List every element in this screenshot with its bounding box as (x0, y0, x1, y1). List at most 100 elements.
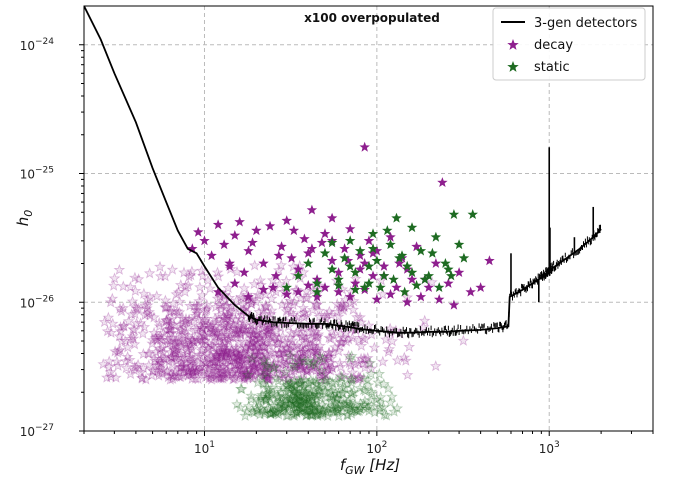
cloud-star (287, 371, 300, 383)
cloud-star (178, 266, 190, 278)
static-points (281, 209, 478, 297)
cloud-star (228, 352, 241, 364)
cloud-star (197, 366, 210, 378)
cloud-star (323, 331, 335, 343)
cloud-star (142, 347, 155, 359)
cloud-star (196, 322, 209, 334)
cloud-star (228, 322, 240, 334)
cloud-star (359, 353, 372, 365)
cloud-star (163, 355, 175, 367)
cloud-star (281, 342, 294, 355)
cloud-star (217, 310, 230, 322)
cloud-star (248, 359, 261, 372)
cloud-star (167, 318, 180, 330)
cloud-star (298, 390, 310, 402)
cloud-star (166, 372, 179, 385)
decay-point (212, 286, 224, 297)
cloud-star (288, 408, 301, 420)
cloud-star (153, 366, 166, 378)
cloud-star (303, 376, 315, 388)
cloud-star (334, 327, 347, 339)
cloud-star (272, 337, 285, 349)
cloud-star (264, 373, 276, 385)
cloud-star (260, 300, 273, 312)
cloud-star (161, 365, 174, 377)
cloud-star (245, 393, 258, 405)
cloud-star (269, 360, 282, 373)
cloud-star (186, 265, 198, 277)
cloud-star (186, 363, 199, 376)
cloud-star (314, 373, 327, 385)
cloud-star (325, 384, 338, 397)
cloud-star (324, 356, 337, 368)
cloud-star (252, 395, 265, 407)
cloud-star (277, 381, 290, 393)
cloud-star (169, 342, 182, 354)
cloud-star (154, 362, 166, 374)
cloud-star (352, 405, 364, 417)
cloud-star (272, 391, 284, 403)
cloud-star (240, 368, 253, 380)
cloud-star (354, 311, 367, 323)
decay-point (378, 260, 390, 271)
cloud-star (182, 365, 195, 377)
cloud-star (338, 369, 350, 381)
cloud-star (173, 336, 185, 348)
cloud-star (188, 300, 200, 312)
cloud-star (242, 368, 254, 381)
cloud-star (274, 397, 287, 409)
decay-point (243, 245, 254, 256)
cloud-star (253, 328, 266, 340)
cloud-star (251, 344, 264, 356)
decay-point (270, 270, 282, 281)
cloud-star (303, 326, 316, 338)
cloud-star (215, 354, 228, 366)
cloud-star (357, 398, 370, 410)
cloud-star (293, 400, 305, 412)
cloud-star (259, 340, 271, 352)
cloud-star (153, 316, 165, 329)
cloud-star (221, 321, 233, 334)
cloud-star (285, 399, 297, 412)
cloud-star (339, 326, 352, 339)
cloud-star (238, 282, 250, 294)
cloud-star (237, 323, 249, 335)
cloud-star (165, 305, 177, 317)
cloud-star (290, 394, 303, 406)
cloud-star (273, 332, 285, 344)
cloud-star (314, 368, 326, 380)
cloud-star (340, 398, 352, 410)
cloud-star (343, 357, 356, 369)
decay-point (264, 220, 276, 231)
cloud-star (164, 337, 176, 349)
cloud-star (192, 313, 205, 325)
static-point (350, 284, 361, 295)
cloud-star (178, 365, 190, 377)
cloud-star (177, 317, 189, 329)
cloud-star (173, 334, 185, 346)
cloud-star (165, 323, 177, 335)
cloud-star (277, 356, 290, 368)
cloud-star (226, 331, 239, 343)
legend-label-decay: decay (534, 38, 573, 53)
cloud-star (361, 351, 374, 364)
cloud-star (291, 325, 303, 337)
cloud-star (101, 325, 114, 337)
cloud-star (206, 326, 219, 338)
cloud-star (161, 364, 174, 376)
cloud-star (244, 334, 257, 346)
cloud-star (176, 369, 189, 381)
cloud-star (259, 368, 272, 381)
cloud-star (108, 272, 121, 284)
cloud-star (260, 393, 273, 406)
cloud-star (234, 327, 246, 339)
cloud-star (315, 407, 328, 419)
cloud-star (323, 350, 335, 362)
cloud-star (242, 370, 254, 382)
cloud-star (164, 369, 177, 381)
cloud-star (362, 400, 375, 412)
cloud-star (311, 298, 323, 310)
cloud-star (297, 395, 310, 407)
cloud-star (253, 306, 265, 318)
cloud-star (222, 347, 235, 359)
